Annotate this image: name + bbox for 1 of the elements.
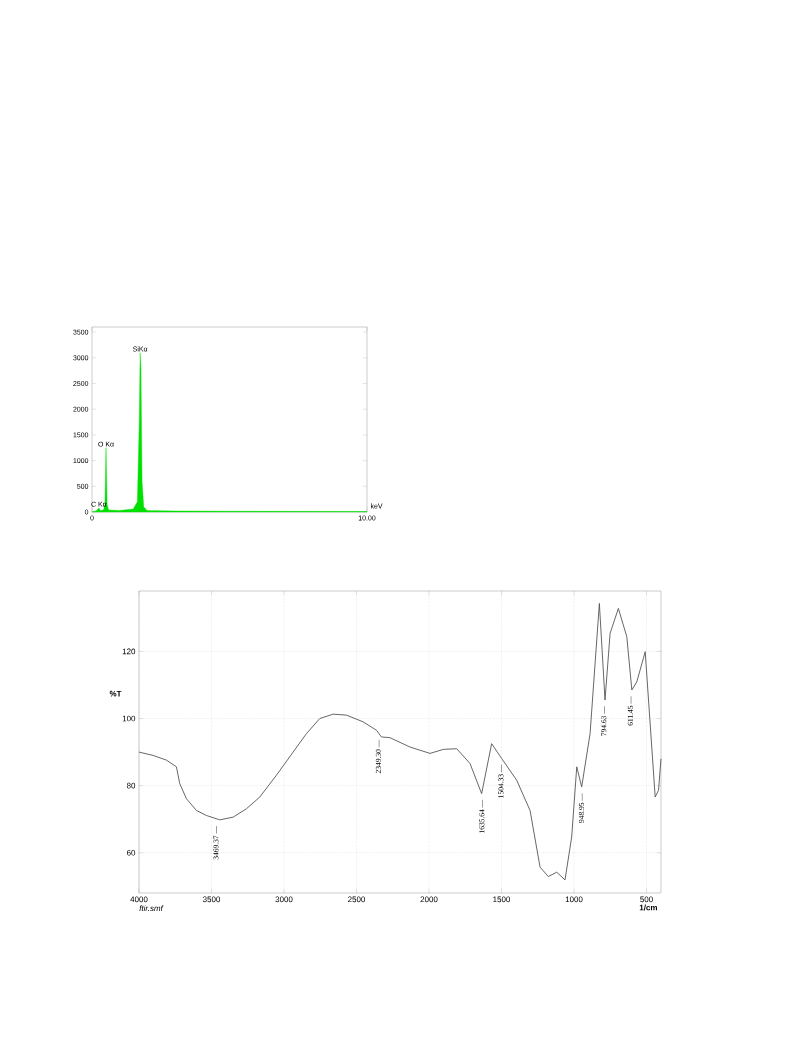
- line-series: [138, 602, 662, 881]
